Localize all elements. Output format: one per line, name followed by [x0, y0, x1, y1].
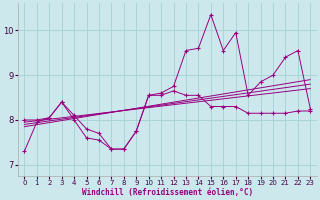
X-axis label: Windchill (Refroidissement éolien,°C): Windchill (Refroidissement éolien,°C)	[82, 188, 253, 197]
